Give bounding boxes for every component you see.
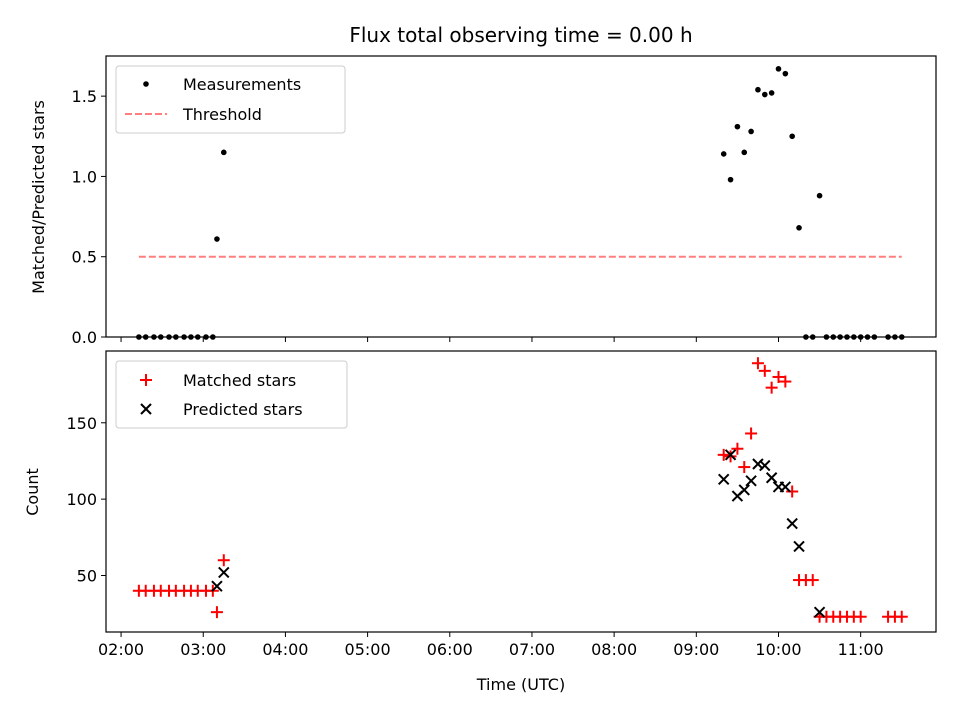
y-tick-label: 1.5 — [72, 87, 97, 106]
predicted-star-point — [779, 481, 792, 493]
y-tick-label: 0.5 — [72, 248, 97, 267]
y-tick-label: 50 — [77, 566, 97, 585]
predicted-star-point — [211, 580, 223, 592]
measurement-point — [816, 192, 823, 199]
x-tick-label: 09:00 — [673, 640, 719, 659]
measurement-point — [755, 86, 761, 93]
legend-measurements-marker — [143, 81, 149, 87]
bottom-plot-panel: Count Time (UTC) 50 100 150 02:00 03:00 04:0… — [23, 350, 937, 694]
top-legend: Measurements Threshold — [115, 65, 346, 134]
measurement-point — [796, 225, 802, 231]
x-tick-label: 02:00 — [98, 640, 144, 659]
measurement-point — [761, 91, 768, 98]
x-tick-label: 03:00 — [180, 640, 226, 659]
x-tick-label: 10:00 — [755, 640, 801, 659]
bottom-legend: Matched stars Predicted stars — [115, 360, 348, 429]
measurement-point — [727, 176, 734, 183]
y-tick-label: 1.0 — [72, 167, 97, 186]
matched-star-point — [806, 574, 819, 587]
bottom-y-axis: 50 100 150 — [66, 414, 106, 585]
matched-star-point — [751, 357, 764, 370]
matched-star-point — [210, 606, 223, 619]
legend-matched-marker — [140, 374, 152, 386]
x-axis-label: Time (UTC) — [476, 675, 565, 694]
bottom-legend-box — [115, 360, 348, 429]
predicted-star-point — [786, 517, 798, 530]
measurement-point — [214, 236, 220, 242]
legend-predicted-label: Predicted stars — [183, 400, 303, 419]
legend-measurements-label: Measurements — [183, 75, 301, 94]
bottom-plot-area — [132, 357, 908, 623]
measurement-point — [220, 149, 227, 156]
matched-star-point — [758, 364, 771, 377]
x-tick-label: 08:00 — [591, 640, 637, 659]
measurement-point — [720, 151, 727, 157]
y-tick-label: 0.0 — [72, 328, 97, 347]
measurement-point — [741, 149, 748, 156]
matched-star-point — [786, 485, 799, 498]
predicted-star-point — [759, 459, 771, 472]
measurement-point — [734, 123, 741, 130]
bottom-axes-frame — [105, 350, 937, 633]
matched-star-point — [717, 448, 730, 461]
predicted-star-point — [813, 606, 826, 618]
measurement-point — [789, 133, 795, 140]
top-plot-panel: Flux total observing time = 0.00 h Match… — [29, 23, 937, 347]
bottom-y-axis-label: Count — [23, 468, 42, 516]
matched-star-point — [779, 375, 792, 388]
x-tick-label: 11:00 — [838, 640, 884, 659]
measurement-point — [768, 90, 775, 96]
matched-star-point — [854, 610, 867, 623]
top-axes-frame — [105, 55, 937, 338]
matched-star-point — [724, 450, 737, 463]
top-x-axis — [120, 337, 862, 342]
chart-title: Flux total observing time = 0.00 h — [349, 23, 692, 47]
legend-matched-label: Matched stars — [183, 371, 296, 390]
x-tick-label: 05:00 — [345, 640, 391, 659]
x-tick-label: 07:00 — [509, 640, 555, 659]
top-y-axis: 0.0 0.5 1.0 1.5 — [72, 87, 106, 347]
x-tick-label: 04:00 — [262, 640, 308, 659]
bottom-x-axis: 02:00 03:00 04:00 05:00 06:00 07:00 08:00 09:00… — [98, 632, 884, 659]
predicted-star-point — [745, 475, 757, 487]
matched-star-point — [772, 370, 785, 383]
y-tick-label: 100 — [66, 490, 97, 509]
legend-predicted-marker — [140, 403, 152, 415]
y-tick-label: 150 — [66, 414, 97, 433]
matched-star-point — [738, 461, 751, 474]
legend-threshold-label: Threshold — [182, 105, 262, 124]
top-legend-box — [115, 65, 346, 134]
matched-star-point — [217, 554, 230, 567]
predicted-star-point — [218, 566, 230, 579]
matched-star-point — [731, 442, 744, 455]
measurement-point — [775, 66, 782, 72]
matched-star-point — [745, 427, 758, 440]
measurement-point — [748, 128, 754, 135]
predicted-star-point — [765, 472, 778, 484]
predicted-star-point — [793, 540, 805, 553]
measurement-point — [782, 70, 789, 77]
predicted-star-point — [717, 473, 730, 485]
matched-star-point — [895, 610, 908, 623]
matched-star-point — [765, 381, 778, 394]
predicted-star-point — [738, 484, 750, 496]
predicted-star-point — [724, 449, 737, 461]
top-y-axis-label: Matched/Predicted stars — [29, 100, 48, 294]
x-tick-label: 06:00 — [427, 640, 473, 659]
